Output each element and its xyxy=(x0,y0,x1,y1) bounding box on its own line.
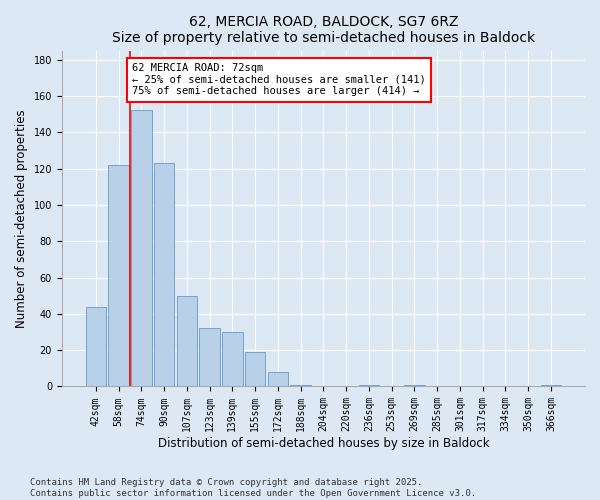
X-axis label: Distribution of semi-detached houses by size in Baldock: Distribution of semi-detached houses by … xyxy=(158,437,489,450)
Bar xyxy=(131,110,152,386)
Bar xyxy=(199,328,220,386)
Bar xyxy=(541,384,561,386)
Bar xyxy=(359,384,379,386)
Text: 62 MERCIA ROAD: 72sqm
← 25% of semi-detached houses are smaller (141)
75% of sem: 62 MERCIA ROAD: 72sqm ← 25% of semi-deta… xyxy=(132,63,426,96)
Title: 62, MERCIA ROAD, BALDOCK, SG7 6RZ
Size of property relative to semi-detached hou: 62, MERCIA ROAD, BALDOCK, SG7 6RZ Size o… xyxy=(112,15,535,45)
Bar xyxy=(154,163,175,386)
Bar xyxy=(268,372,288,386)
Bar xyxy=(176,296,197,386)
Bar xyxy=(109,165,129,386)
Bar xyxy=(290,384,311,386)
Bar xyxy=(404,384,425,386)
Text: Contains HM Land Registry data © Crown copyright and database right 2025.
Contai: Contains HM Land Registry data © Crown c… xyxy=(30,478,476,498)
Bar xyxy=(245,352,265,386)
Y-axis label: Number of semi-detached properties: Number of semi-detached properties xyxy=(15,109,28,328)
Bar xyxy=(222,332,242,386)
Bar xyxy=(86,306,106,386)
